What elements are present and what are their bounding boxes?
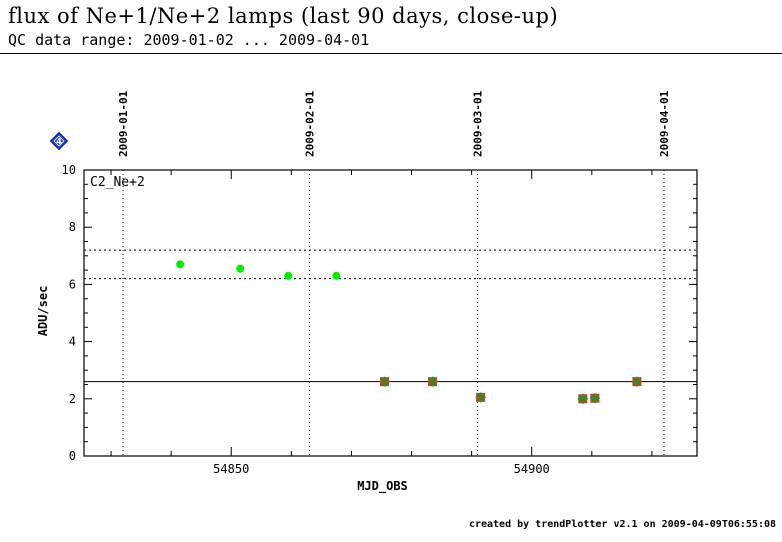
plot-frame	[83, 169, 698, 457]
data-point-star	[589, 393, 600, 404]
data-point-star	[475, 392, 486, 403]
badge-diamond-icon	[49, 131, 69, 151]
y-tick-label: 8	[69, 220, 76, 234]
date-marker-label: 2009-02-01	[303, 90, 316, 157]
data-point-star	[427, 376, 438, 387]
x-tick-label: 54850	[213, 462, 249, 476]
badge-number: 4	[56, 137, 62, 146]
y-axis-title: ADU/sec	[36, 286, 50, 337]
chart-subtitle: QC data range: 2009-01-02 ... 2009-04-01	[8, 31, 370, 49]
y-tick-label: 4	[69, 335, 76, 349]
y-tick-label: 6	[69, 277, 76, 291]
date-marker-label: 2009-01-01	[117, 90, 130, 157]
x-axis-title: MJD_OBS	[357, 479, 408, 494]
y-tick-label: 10	[62, 163, 76, 177]
y-tick-label: 0	[69, 449, 76, 463]
header-divider	[0, 53, 782, 54]
data-point-star	[577, 393, 588, 404]
data-point	[176, 260, 185, 269]
data-point-star	[631, 376, 642, 387]
badge-diamond-inner	[53, 135, 65, 147]
y-tick-label: 2	[69, 392, 76, 406]
data-point	[236, 264, 245, 273]
footer-credit: created by trendPlotter v2.1 on 2009-04-…	[468, 519, 776, 530]
x-tick-label: 54900	[514, 462, 550, 476]
panel-label: C2_Ne+2	[90, 175, 145, 190]
date-marker-label: 2009-03-01	[472, 90, 485, 157]
chart-title: flux of Ne+1/Ne+2 lamps (last 90 days, c…	[8, 4, 559, 28]
date-marker-label: 2009-04-01	[658, 90, 671, 157]
data-point	[332, 271, 341, 280]
data-point	[284, 271, 293, 280]
data-point-star	[379, 376, 390, 387]
